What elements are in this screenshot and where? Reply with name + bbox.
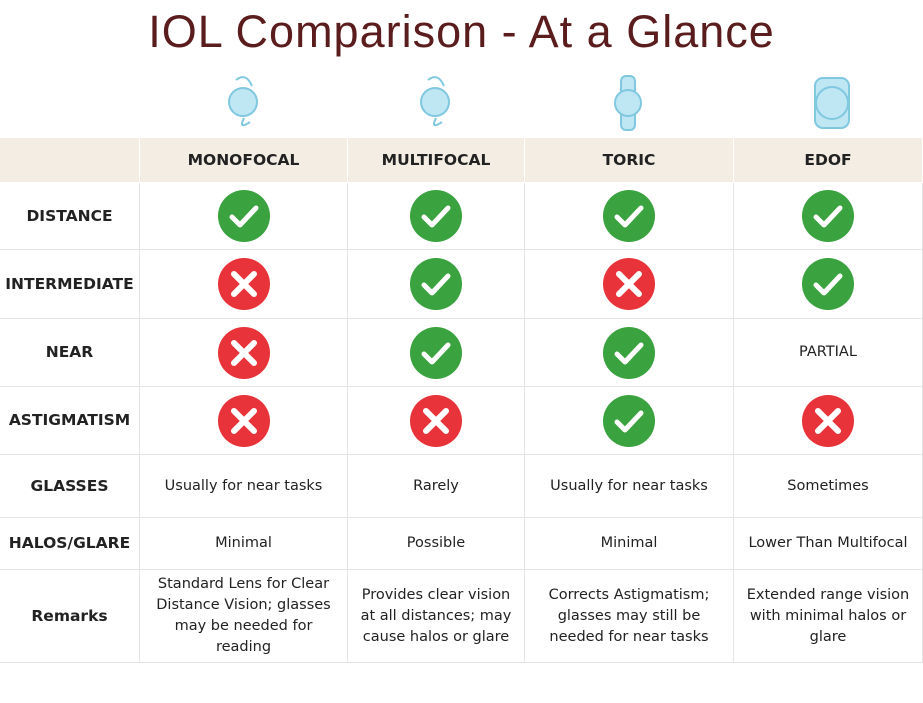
column-header: MULTIFOCAL: [348, 138, 525, 183]
cell: Lower Than Multifocal: [734, 518, 923, 570]
check-icon: [410, 258, 462, 310]
cell: [348, 183, 525, 250]
column-header: EDOF: [734, 138, 923, 183]
check-icon: [603, 394, 655, 447]
cross-icon: [217, 326, 270, 379]
cell: [525, 250, 734, 319]
cell: [140, 319, 348, 387]
column-header: MONOFOCAL: [140, 138, 348, 183]
cell: [348, 250, 525, 319]
cross-icon: [217, 394, 270, 447]
cell: Corrects Astigmatism; glasses may still …: [525, 570, 734, 663]
cell: Standard Lens for Clear Distance Vision;…: [140, 570, 348, 663]
check-icon: [802, 258, 854, 310]
lens-icons: [228, 75, 850, 131]
cell: [525, 387, 734, 455]
check-icon: [410, 190, 462, 242]
column-header: TORIC: [525, 138, 734, 183]
row-label: ASTIGMATISM: [0, 387, 140, 455]
cell: [734, 250, 923, 319]
check-icon: [217, 190, 270, 242]
title: IOL Comparison - At a Glance: [148, 6, 775, 57]
cell: [140, 387, 348, 455]
check-icon: [802, 190, 854, 242]
check-icon: [603, 326, 655, 379]
cell: Minimal: [140, 518, 348, 570]
row-label: DISTANCE: [0, 183, 140, 250]
cross-icon: [802, 394, 854, 447]
cell: [348, 319, 525, 387]
row-label: Remarks: [0, 570, 140, 663]
cell: [525, 319, 734, 387]
cell: [140, 250, 348, 319]
cross-icon: [217, 258, 270, 310]
cell: [140, 183, 348, 250]
row-label: NEAR: [0, 319, 140, 387]
cell: Minimal: [525, 518, 734, 570]
header-corner: [0, 138, 140, 183]
cell: Usually for near tasks: [140, 455, 348, 518]
cell: [525, 183, 734, 250]
cell: [734, 183, 923, 250]
cell: Provides clear vision at all distances; …: [348, 570, 525, 663]
row-label: HALOS/GLARE: [0, 518, 140, 570]
check-icon: [410, 326, 462, 379]
cell: Possible: [348, 518, 525, 570]
cell: Rarely: [348, 455, 525, 518]
row-label: GLASSES: [0, 455, 140, 518]
cell: [348, 387, 525, 455]
cell: Sometimes: [734, 455, 923, 518]
cell: Extended range vision with minimal halos…: [734, 570, 923, 663]
cross-icon: [410, 394, 462, 447]
cross-icon: [603, 258, 655, 310]
row-label: INTERMEDIATE: [0, 250, 140, 319]
cell: Usually for near tasks: [525, 455, 734, 518]
check-icon: [603, 190, 655, 242]
cell: PARTIAL: [734, 319, 923, 387]
cell: [734, 387, 923, 455]
